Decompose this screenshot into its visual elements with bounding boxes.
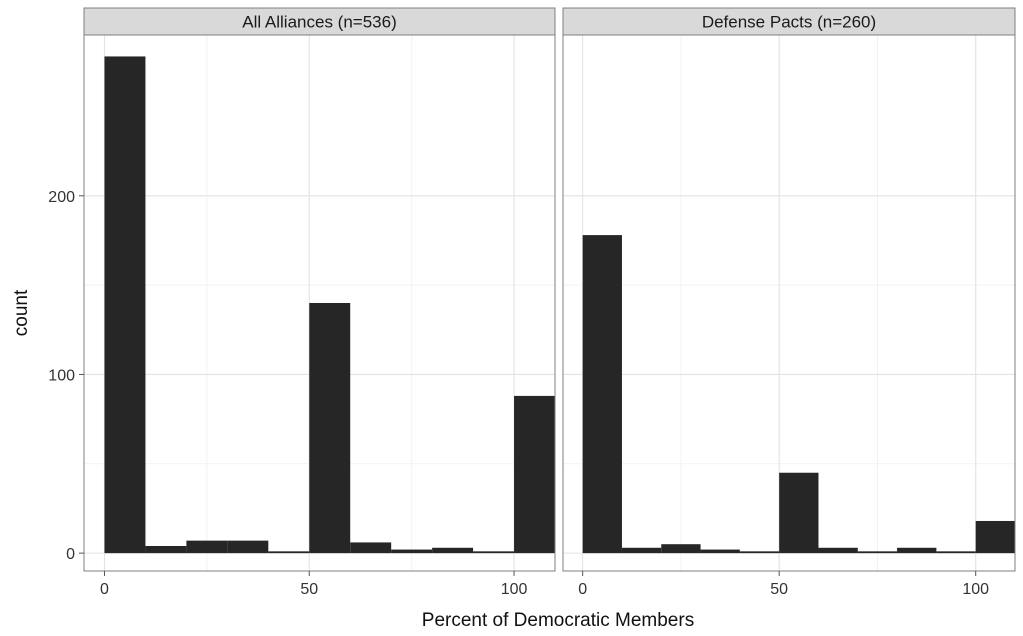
x-tick-label: 0 — [578, 581, 587, 598]
facet-strip: Defense Pacts (n=260) — [562, 7, 1016, 36]
y-tick-label: 100 — [48, 367, 75, 384]
y-axis: 0 100 200 — [48, 189, 84, 563]
x-axis-title: Percent of Democratic Members — [422, 610, 694, 631]
y-axis-title: count — [11, 289, 32, 336]
bar — [818, 547, 858, 554]
x-tick-label: 100 — [501, 581, 528, 598]
facet-strip: All Alliances (n=536) — [83, 7, 556, 36]
facet-strip-background — [562, 7, 1016, 36]
x-tick-label: 100 — [962, 581, 989, 598]
bars — [582, 235, 1015, 554]
bar — [582, 235, 622, 554]
bar — [145, 545, 187, 554]
bar — [621, 547, 662, 554]
y-tick-label: 0 — [66, 546, 75, 563]
panel-1: All Alliances (n=536) 0 50 100 — [83, 7, 556, 598]
x-tick-label: 50 — [770, 581, 788, 598]
bar — [268, 551, 310, 554]
x-axis-ticks: 0 50 100 — [100, 571, 527, 598]
panel-2: Defense Pacts (n=260) 0 50 100 — [562, 7, 1016, 598]
bar — [391, 549, 433, 554]
facet-strip-background — [83, 7, 556, 36]
bar — [739, 551, 780, 554]
bar — [700, 549, 740, 554]
x-tick-label: 50 — [300, 581, 318, 598]
x-tick-label: 0 — [100, 581, 109, 598]
bar — [432, 547, 474, 554]
facet-strip-label: Defense Pacts (n=260) — [702, 13, 876, 32]
bar — [350, 542, 392, 554]
bar — [473, 551, 515, 554]
facet-strip-label: All Alliances (n=536) — [242, 13, 397, 32]
bar — [661, 544, 701, 554]
bar — [309, 303, 351, 554]
bar — [897, 547, 937, 554]
y-tick-label: 200 — [48, 189, 75, 206]
bar — [186, 540, 228, 554]
bar — [104, 56, 146, 554]
bars — [104, 56, 555, 554]
bar — [857, 551, 898, 554]
bar — [514, 395, 555, 554]
bar — [779, 472, 819, 554]
x-axis-ticks: 0 50 100 — [578, 571, 989, 598]
bar — [975, 520, 1015, 554]
bar — [227, 540, 269, 554]
bar — [936, 551, 976, 554]
